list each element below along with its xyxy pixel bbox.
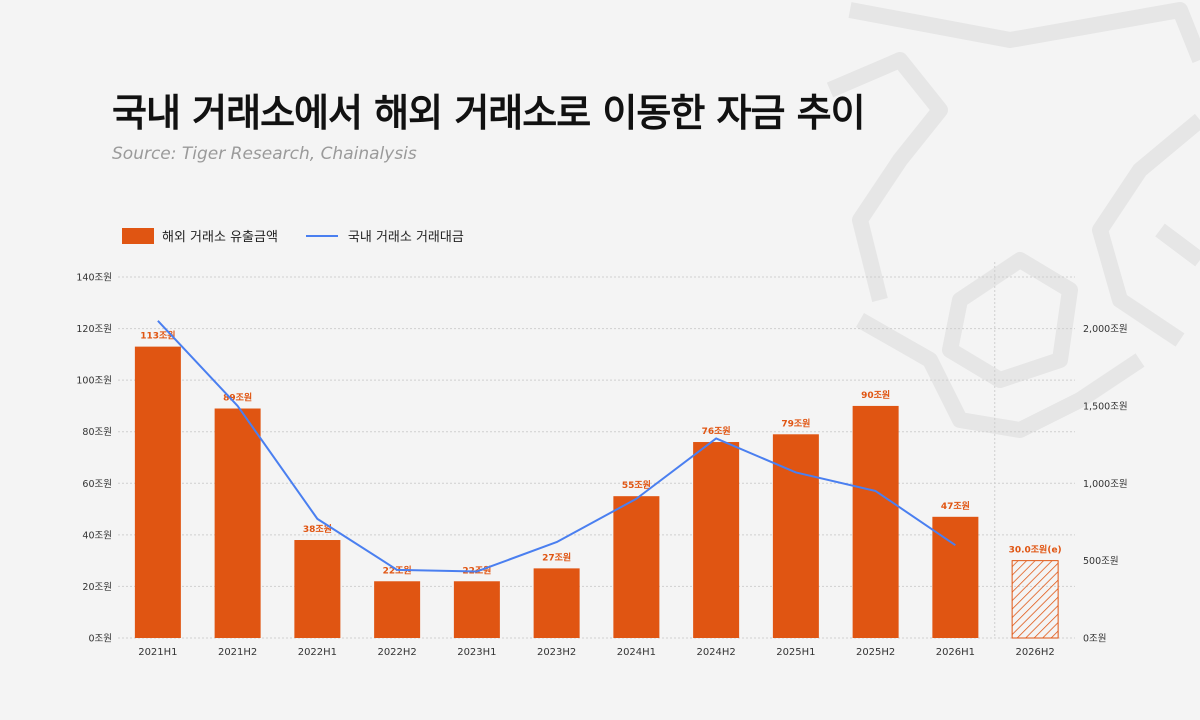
x-tick-label: 2026H1: [936, 647, 975, 658]
bar-estimated: [1011, 560, 1059, 639]
y-right-tick-label: 2,000조원: [1083, 324, 1128, 335]
bar-data-label: 90조원: [861, 389, 890, 401]
page-title: 국내 거래소에서 해외 거래소로 이동한 자금 추이: [112, 91, 866, 135]
bar: [214, 408, 261, 638]
x-tick-label: 2025H1: [776, 647, 815, 658]
legend-bar-label: 해외 거래소 유출금액: [162, 230, 278, 245]
x-tick-label: 2021H2: [218, 647, 257, 658]
legend-item-line: 국내 거래소 거래대금: [305, 226, 464, 245]
bar: [294, 540, 341, 638]
bar-data-label: 89조원: [223, 392, 252, 404]
x-tick-label: 2021H1: [138, 647, 177, 658]
legend-line-swatch: [305, 234, 338, 237]
bar: [693, 442, 740, 638]
bar: [852, 405, 899, 638]
bar-data-label: 38조원: [303, 523, 332, 535]
bar-data-label: 113조원: [140, 330, 175, 342]
bar: [613, 496, 660, 638]
bar-data-label: 79조원: [781, 417, 810, 429]
y-right-tick-label: 0조원: [1083, 634, 1107, 645]
bar-data-label: 30.0조원(e): [1009, 544, 1062, 556]
line-series: [157, 320, 956, 573]
y-left-tick-label: 80조원: [82, 427, 112, 438]
bar: [453, 581, 500, 638]
y-left-tick-label: 0조원: [88, 634, 112, 645]
x-tick-label: 2022H1: [298, 647, 337, 658]
legend-line-label: 국내 거래소 거래대금: [347, 230, 464, 245]
y-left-tick-label: 20조원: [82, 582, 112, 593]
bar-data-label: 76조원: [702, 425, 731, 437]
bar-data-label: 27조원: [542, 551, 571, 563]
x-tick-label: 2025H2: [856, 647, 895, 658]
bar-data-label: 22조원: [462, 564, 491, 576]
bar-data-label: 55조원: [622, 479, 651, 491]
x-tick-label: 2026H2: [1015, 647, 1054, 658]
bar: [533, 568, 580, 638]
y-left-tick-label: 60조원: [82, 479, 112, 490]
legend-bar-swatch: [122, 227, 154, 244]
legend-item-bar: 해외 거래소 유출금액: [122, 226, 278, 245]
bar: [932, 516, 979, 638]
y-left-tick-label: 100조원: [76, 376, 112, 387]
x-tick-label: 2023H2: [537, 647, 576, 658]
y-left-tick-label: 40조원: [82, 530, 112, 541]
bar-data-label: 47조원: [941, 500, 970, 512]
y-left-tick-label: 120조원: [76, 324, 112, 335]
chart-legend: 해외 거래소 유출금액 국내 거래소 거래대금: [122, 226, 492, 245]
bar: [374, 581, 421, 638]
source-caption: Source: Tiger Research, Chainalysis: [112, 144, 417, 164]
y-right-tick-label: 1,500조원: [1083, 401, 1128, 412]
bar: [134, 346, 181, 638]
y-left-tick-label: 140조원: [76, 273, 112, 284]
x-tick-label: 2024H2: [696, 647, 735, 658]
x-tick-label: 2023H1: [457, 647, 496, 658]
x-tick-label: 2022H2: [377, 647, 416, 658]
y-right-tick-label: 500조원: [1083, 556, 1119, 567]
y-right-tick-label: 1,000조원: [1083, 479, 1128, 490]
bar: [772, 434, 819, 638]
x-tick-label: 2024H1: [617, 647, 656, 658]
